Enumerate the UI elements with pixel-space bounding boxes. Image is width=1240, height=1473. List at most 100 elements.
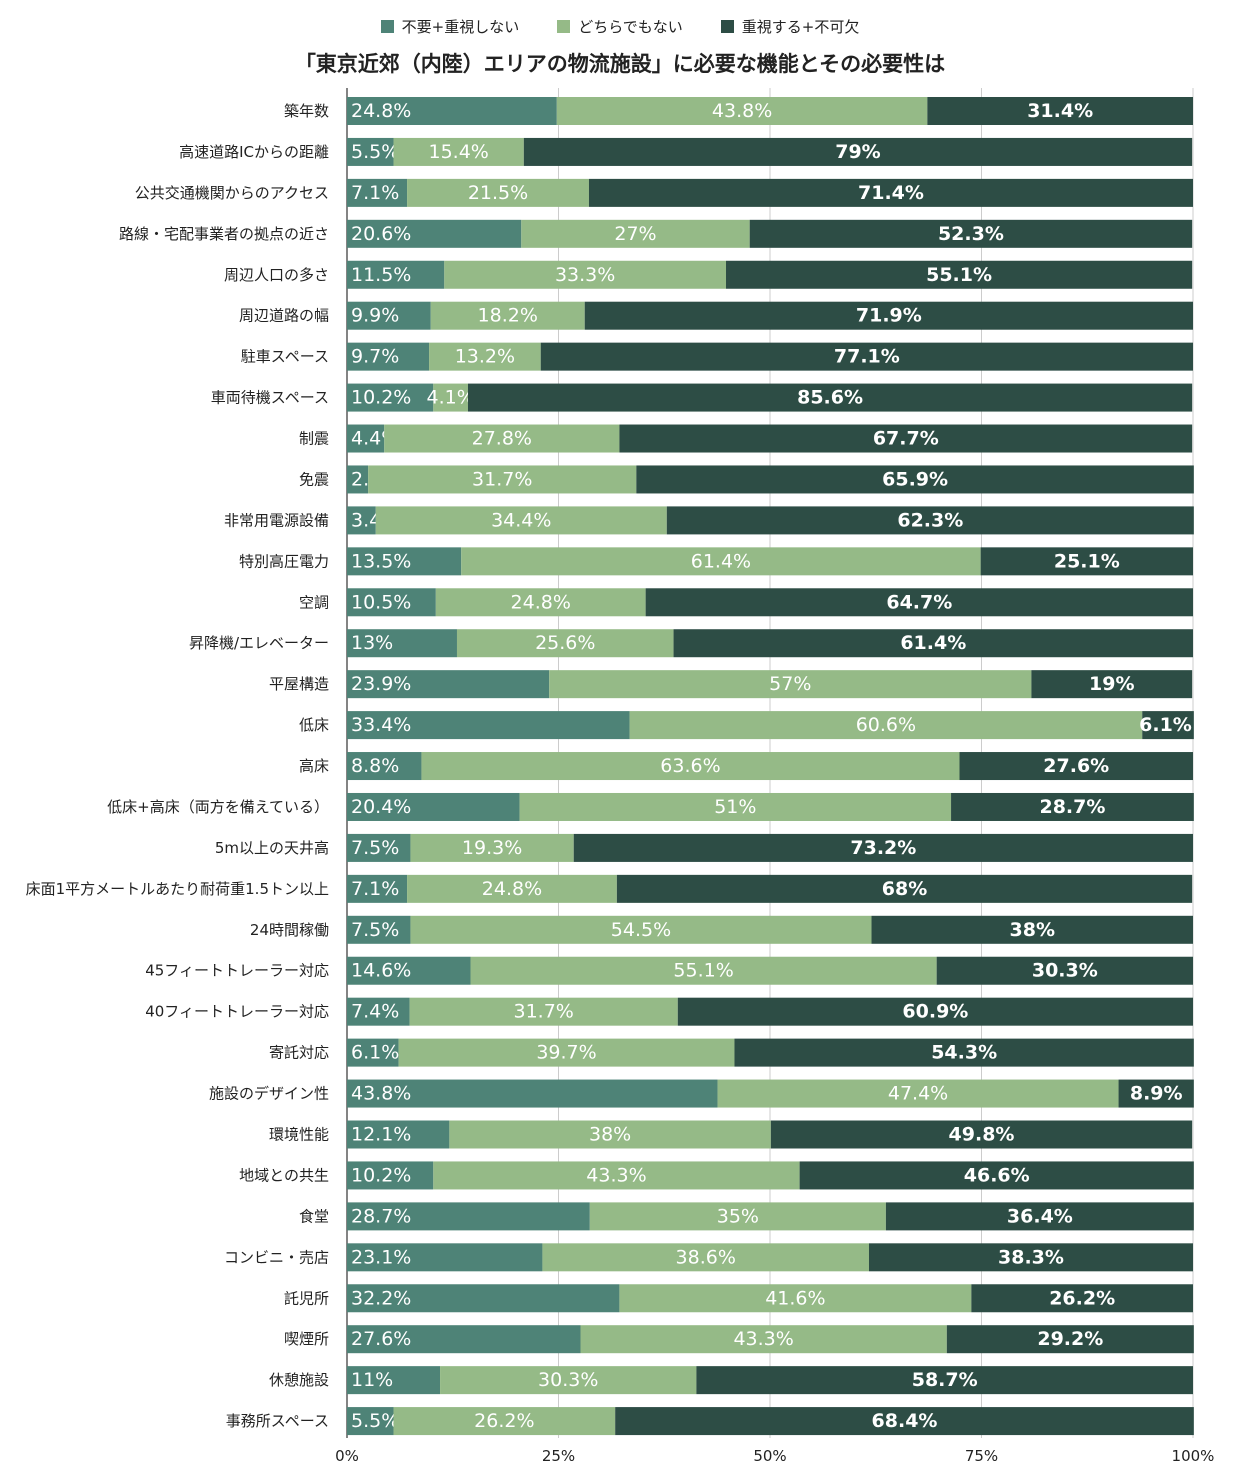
- bar-segment: [433, 383, 468, 412]
- bar-segment: [619, 424, 1193, 453]
- bar-segment: [398, 1038, 735, 1067]
- data-label: 63.6%: [660, 755, 720, 777]
- data-label: 31.7%: [514, 1001, 574, 1023]
- bar-segment: [885, 1202, 1194, 1231]
- bar-segment: [936, 956, 1193, 985]
- bar-segment: [868, 1243, 1193, 1272]
- data-label: 26.2%: [1049, 1287, 1115, 1309]
- data-label: 4.1%: [426, 387, 474, 409]
- data-label: 36.4%: [1007, 1205, 1073, 1227]
- bar-segment: [407, 874, 617, 903]
- x-tick-label: 0%: [335, 1447, 359, 1465]
- data-label: 9.9%: [351, 305, 399, 327]
- bar-segment: [347, 1284, 620, 1313]
- data-label: 11.5%: [351, 264, 411, 286]
- data-label: 7.5%: [351, 837, 399, 859]
- data-label: 27.6%: [1043, 755, 1109, 777]
- data-label: 33.3%: [555, 264, 615, 286]
- category-label: 空調: [299, 593, 329, 611]
- bar-segment: [384, 424, 620, 453]
- bar-segment: [542, 1243, 869, 1272]
- data-label: 52.3%: [938, 223, 1004, 245]
- x-tick-label: 100%: [1172, 1447, 1215, 1465]
- data-label: 28.7%: [351, 1205, 411, 1227]
- bar-segment: [467, 383, 1193, 412]
- bar-segment: [440, 1366, 697, 1395]
- bar-segment: [347, 219, 522, 248]
- data-label: 61.4%: [900, 632, 966, 654]
- category-label: 40フィートトレーラー対応: [145, 1003, 329, 1021]
- data-label: 68%: [882, 878, 927, 900]
- bar-segment: [1031, 670, 1193, 699]
- data-label: 31.4%: [1027, 100, 1093, 122]
- legend-label-2: 重視する+不可欠: [741, 18, 860, 36]
- legend-label-0: 不要+重視しない: [401, 18, 520, 36]
- bar-segment: [573, 833, 1193, 862]
- data-label: 29.2%: [1037, 1328, 1103, 1350]
- data-label: 25.6%: [535, 632, 595, 654]
- bar-segment: [347, 915, 411, 944]
- data-label: 67.7%: [873, 428, 939, 450]
- legend-item-2[interactable]: 重視する+不可欠: [720, 16, 860, 37]
- data-label: 24.8%: [482, 878, 542, 900]
- category-label: 免震: [299, 470, 329, 488]
- bar-segment: [347, 752, 422, 781]
- data-label: 21.5%: [468, 182, 528, 204]
- bar-segment: [616, 874, 1193, 903]
- bar-segment: [347, 547, 462, 576]
- category-label: 地域との共生: [239, 1166, 329, 1184]
- bar-segment: [368, 465, 637, 494]
- category-label: 車両待機スペース: [211, 389, 329, 407]
- data-label: 32.2%: [351, 1287, 411, 1309]
- data-label: 7.1%: [351, 878, 399, 900]
- legend: 不要+重視しない どちらでもない 重視する+不可欠: [0, 16, 1240, 37]
- legend-item-0[interactable]: 不要+重視しない: [380, 16, 520, 37]
- bar-segment: [717, 1079, 1119, 1108]
- legend-label-1: どちらでもない: [578, 18, 683, 36]
- data-label: 5.5%: [351, 141, 399, 163]
- category-label: 駐車スペース: [241, 348, 329, 366]
- data-label: 13%: [351, 632, 393, 654]
- data-label: 7.5%: [351, 919, 399, 941]
- data-label: 18.2%: [478, 305, 538, 327]
- bar-segment: [347, 137, 394, 166]
- data-label: 43.3%: [586, 1164, 646, 1186]
- bar-segment: [430, 301, 585, 330]
- bar-segment: [589, 1202, 886, 1231]
- data-label: 79%: [835, 141, 880, 163]
- bar-segment: [347, 424, 385, 453]
- bar-segment: [519, 792, 952, 821]
- data-label: 51%: [714, 796, 756, 818]
- bar-segment: [393, 1407, 616, 1436]
- data-label: 43.8%: [351, 1083, 411, 1105]
- data-label: 14.6%: [351, 960, 411, 982]
- bar-segment: [456, 629, 674, 658]
- data-label: 19%: [1089, 673, 1134, 695]
- bar-segment: [347, 383, 434, 412]
- category-label: 喫煙所: [284, 1330, 329, 1348]
- bar-segment: [347, 1243, 543, 1272]
- bar-segment: [444, 260, 727, 289]
- data-label: 25.1%: [1054, 550, 1120, 572]
- category-label: 昇降機/エレベーター: [189, 634, 329, 652]
- bar-segment: [584, 301, 1193, 330]
- bar-segment: [347, 506, 376, 535]
- bar-segment: [347, 1038, 399, 1067]
- data-label: 10.2%: [351, 387, 411, 409]
- category-label: 平屋構造: [269, 675, 329, 693]
- data-label: 10.5%: [351, 591, 411, 613]
- category-label: 低床: [299, 716, 329, 734]
- category-label: 5m以上の天井高: [215, 839, 329, 857]
- data-label: 27.8%: [472, 428, 532, 450]
- data-label: 55.1%: [673, 960, 733, 982]
- bar-segment: [645, 588, 1193, 617]
- bar-segment: [410, 833, 574, 862]
- bar-segment: [696, 1366, 1193, 1395]
- bar-segment: [666, 506, 1194, 535]
- bar-segment: [347, 874, 408, 903]
- data-label: 28.7%: [1039, 796, 1105, 818]
- legend-item-1[interactable]: どちらでもない: [557, 16, 683, 37]
- data-label: 73.2%: [850, 837, 916, 859]
- data-label: 6.1%: [1139, 714, 1192, 736]
